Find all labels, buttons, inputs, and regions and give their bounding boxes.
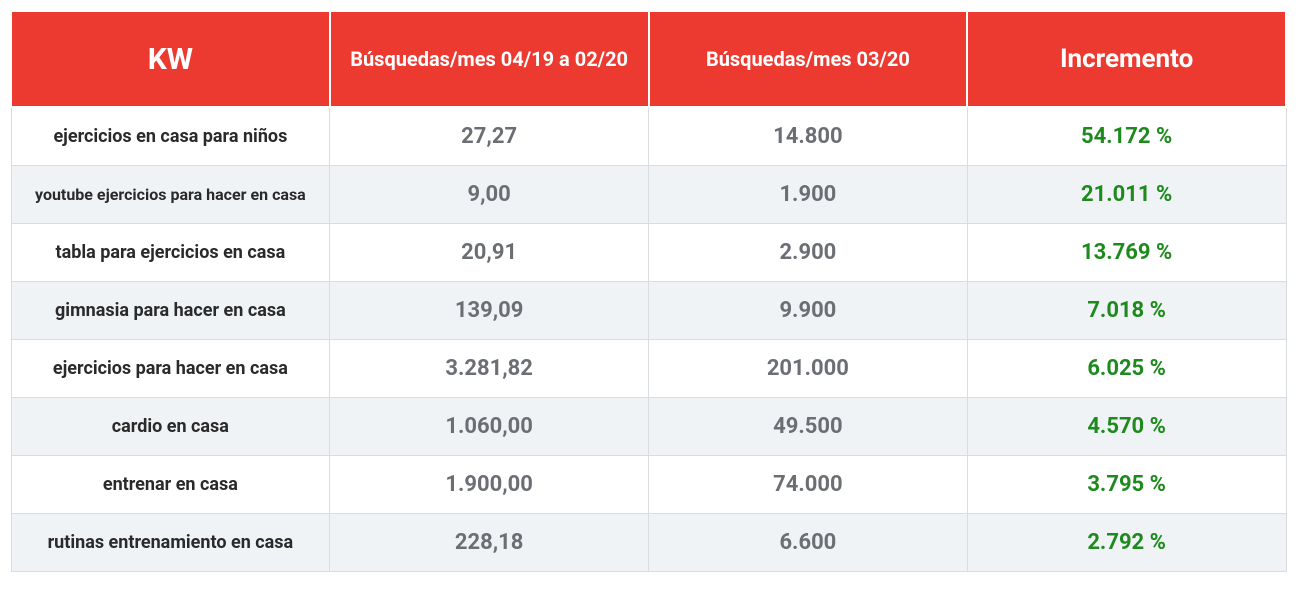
col-header-kw: KW xyxy=(11,11,330,107)
cell-searches-current: 14.800 xyxy=(649,107,968,165)
table-header-row: KW Búsquedas/mes 04/19 a 02/20 Búsquedas… xyxy=(11,11,1286,107)
cell-increment: 6.025 % xyxy=(967,339,1286,397)
cell-searches-prev: 20,91 xyxy=(330,223,649,281)
cell-keyword: entrenar en casa xyxy=(11,455,330,513)
cell-searches-current: 49.500 xyxy=(649,397,968,455)
table-row: tabla para ejercicios en casa20,912.9001… xyxy=(11,223,1286,281)
cell-searches-prev: 1.060,00 xyxy=(330,397,649,455)
cell-keyword: rutinas entrenamiento en casa xyxy=(11,513,330,571)
cell-searches-current: 201.000 xyxy=(649,339,968,397)
table-row: entrenar en casa1.900,0074.0003.795 % xyxy=(11,455,1286,513)
cell-searches-prev: 9,00 xyxy=(330,165,649,223)
table-row: ejercicios para hacer en casa3.281,82201… xyxy=(11,339,1286,397)
table-row: youtube ejercicios para hacer en casa9,0… xyxy=(11,165,1286,223)
table-body: ejercicios en casa para niños27,2714.800… xyxy=(11,107,1286,571)
table-row: gimnasia para hacer en casa139,099.9007.… xyxy=(11,281,1286,339)
cell-searches-prev: 27,27 xyxy=(330,107,649,165)
cell-increment: 7.018 % xyxy=(967,281,1286,339)
cell-searches-prev: 1.900,00 xyxy=(330,455,649,513)
cell-searches-prev: 139,09 xyxy=(330,281,649,339)
cell-keyword: ejercicios en casa para niños xyxy=(11,107,330,165)
col-header-searches-current: Búsquedas/mes 03/20 xyxy=(649,11,968,107)
table-row: cardio en casa1.060,0049.5004.570 % xyxy=(11,397,1286,455)
cell-increment: 13.769 % xyxy=(967,223,1286,281)
cell-increment: 4.570 % xyxy=(967,397,1286,455)
cell-keyword: youtube ejercicios para hacer en casa xyxy=(11,165,330,223)
cell-searches-current: 2.900 xyxy=(649,223,968,281)
cell-searches-current: 6.600 xyxy=(649,513,968,571)
cell-searches-current: 1.900 xyxy=(649,165,968,223)
table-row: rutinas entrenamiento en casa228,186.600… xyxy=(11,513,1286,571)
cell-increment: 21.011 % xyxy=(967,165,1286,223)
cell-increment: 54.172 % xyxy=(967,107,1286,165)
cell-keyword: cardio en casa xyxy=(11,397,330,455)
cell-increment: 2.792 % xyxy=(967,513,1286,571)
keyword-table: KW Búsquedas/mes 04/19 a 02/20 Búsquedas… xyxy=(10,10,1287,572)
cell-searches-current: 74.000 xyxy=(649,455,968,513)
cell-keyword: gimnasia para hacer en casa xyxy=(11,281,330,339)
cell-searches-prev: 3.281,82 xyxy=(330,339,649,397)
col-header-increment: Incremento xyxy=(967,11,1286,107)
cell-increment: 3.795 % xyxy=(967,455,1286,513)
col-header-searches-prev: Búsquedas/mes 04/19 a 02/20 xyxy=(330,11,649,107)
cell-searches-current: 9.900 xyxy=(649,281,968,339)
cell-keyword: ejercicios para hacer en casa xyxy=(11,339,330,397)
cell-keyword: tabla para ejercicios en casa xyxy=(11,223,330,281)
cell-searches-prev: 228,18 xyxy=(330,513,649,571)
table-row: ejercicios en casa para niños27,2714.800… xyxy=(11,107,1286,165)
